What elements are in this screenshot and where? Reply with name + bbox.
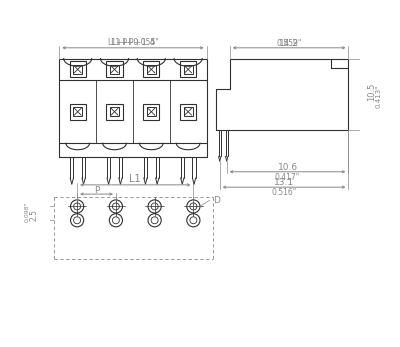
Bar bbox=[180, 61, 196, 77]
Text: 0.417": 0.417" bbox=[275, 172, 300, 181]
Text: L1: L1 bbox=[130, 175, 141, 185]
Bar bbox=[147, 107, 156, 116]
Text: 10.6: 10.6 bbox=[278, 163, 298, 172]
Bar bbox=[184, 107, 192, 116]
Bar bbox=[143, 61, 160, 77]
Bar bbox=[73, 65, 82, 74]
Text: 14.2: 14.2 bbox=[279, 39, 299, 48]
Text: 0.413": 0.413" bbox=[376, 84, 382, 108]
Bar bbox=[180, 104, 196, 120]
Bar bbox=[70, 104, 86, 120]
Text: L1+P+1.4: L1+P+1.4 bbox=[110, 38, 156, 47]
Bar bbox=[110, 65, 119, 74]
Text: 2.5: 2.5 bbox=[29, 209, 38, 221]
Text: 0.098": 0.098" bbox=[25, 202, 30, 222]
Text: 13.1: 13.1 bbox=[274, 178, 294, 187]
Bar bbox=[106, 104, 123, 120]
Bar bbox=[70, 61, 86, 77]
Text: 0.516": 0.516" bbox=[272, 188, 297, 197]
Bar bbox=[184, 65, 192, 74]
Bar bbox=[110, 107, 119, 116]
Text: L1+P+0.055": L1+P+0.055" bbox=[107, 38, 159, 47]
Text: D: D bbox=[214, 196, 220, 205]
Bar bbox=[147, 65, 156, 74]
Bar bbox=[106, 61, 123, 77]
Bar bbox=[73, 107, 82, 116]
Text: 0.559": 0.559" bbox=[276, 39, 302, 48]
Text: 10.5: 10.5 bbox=[367, 83, 376, 101]
Bar bbox=[143, 104, 160, 120]
Text: P: P bbox=[94, 186, 99, 195]
